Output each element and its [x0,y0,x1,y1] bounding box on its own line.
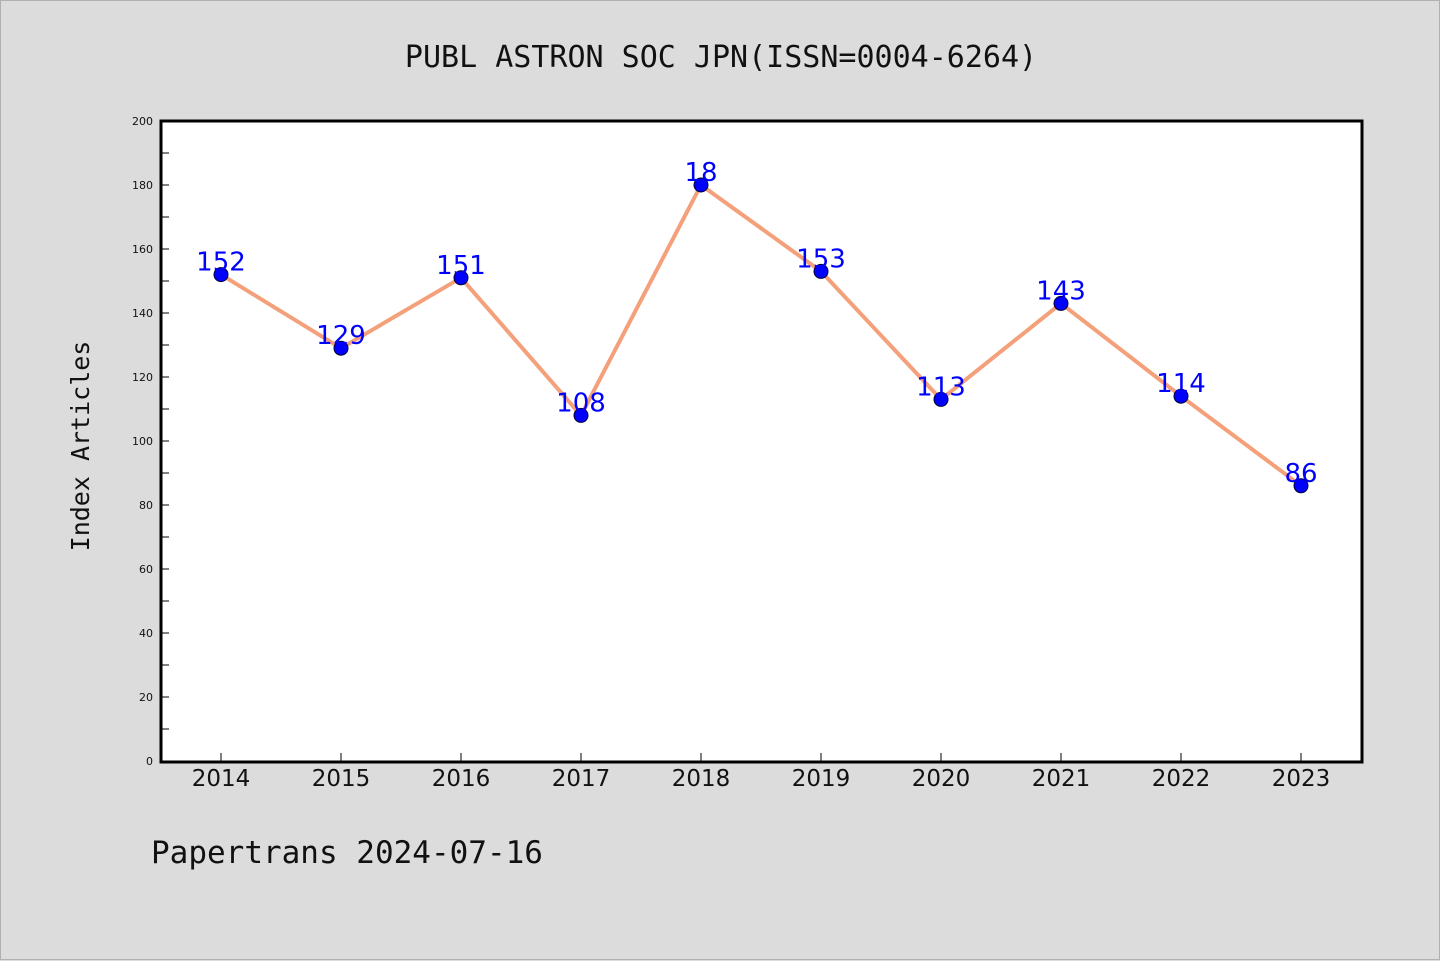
y-tick-label: 60 [139,563,153,576]
data-label: 151 [436,251,486,281]
y-tick-label: 180 [132,179,153,192]
y-tick-label: 100 [132,435,153,448]
y-tick-label: 20 [139,691,153,704]
chart-title: PUBL ASTRON SOC JPN(ISSN=0004-6264) [405,40,1037,75]
y-tick-label: 80 [139,499,153,512]
data-label: 108 [556,388,606,418]
data-label: 153 [796,244,846,274]
series-layer: 152 129 151 108 18 153 113 143 114 86 [196,158,1318,494]
data-point [1173,388,1189,404]
data-point [213,267,229,283]
y-axis-label: Index Articles [66,341,95,552]
y-tick-label: 40 [139,627,153,640]
y-tick-label: 120 [132,371,153,384]
data-point [693,177,709,193]
x-tick-label: 2019 [792,766,851,792]
data-point [813,263,829,279]
data-point [333,340,349,356]
x-tick-label: 2018 [672,766,731,792]
data-point [1053,295,1069,311]
series-line [219,183,1303,488]
x-tick-label: 2014 [192,766,251,792]
x-tick-label: 2020 [912,766,971,792]
data-point [1293,478,1309,494]
x-tick-label: 2021 [1032,766,1091,792]
plot-area [161,121,1362,762]
y-tick-label: 200 [132,115,153,128]
axis-ticks: 0 20 40 60 80 100 120 140 160 180 200 2014 2015 2016 2… [132,115,1330,792]
data-label: 18 [684,158,717,188]
data-label: 86 [1284,459,1317,489]
y-tick-label: 160 [132,243,153,256]
x-tick-label: 2016 [432,766,491,792]
x-tick-label: 2023 [1272,766,1331,792]
data-label: 114 [1156,369,1206,399]
x-tick-label: 2015 [312,766,371,792]
data-point [933,391,949,407]
data-label: 113 [916,372,966,402]
data-point [453,270,469,286]
footer-stamp: Papertrans 2024-07-16 [151,835,543,871]
y-tick-label: 0 [146,755,153,768]
y-tick-label: 140 [132,307,153,320]
plot-border [159,119,1364,764]
x-tick-label: 2017 [552,766,611,792]
x-tick-label: 2022 [1152,766,1211,792]
data-label: 129 [316,321,366,351]
data-label: 152 [196,248,246,278]
data-label: 143 [1036,276,1086,306]
data-point [573,407,589,423]
